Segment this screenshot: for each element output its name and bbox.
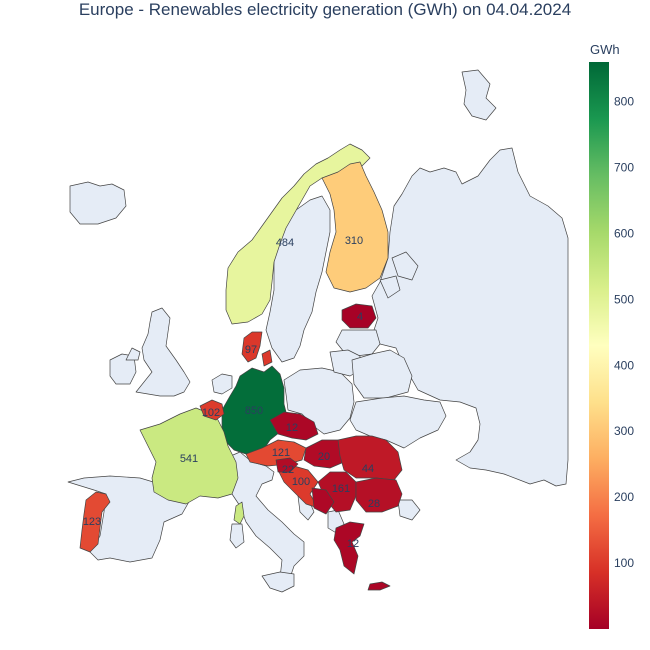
country-ee [341, 303, 377, 329]
country-fr [139, 407, 239, 505]
value-label-ro: 44 [362, 463, 374, 475]
country-gr [333, 521, 365, 575]
country-no-data [379, 275, 401, 299]
value-label-cz: 12 [286, 422, 298, 434]
country-cy [367, 581, 391, 591]
colorbar-tick-label: 800 [614, 95, 634, 109]
value-label-bg: 28 [368, 498, 380, 510]
country-no-data [135, 307, 191, 397]
country-no-data [225, 451, 305, 579]
country-no-data [229, 523, 245, 549]
value-label-ee: 4 [357, 311, 363, 323]
country-no-data [349, 395, 447, 449]
value-label-gr: 12 [347, 538, 359, 550]
country-pt [79, 491, 111, 553]
colorbar: GWh 100 200 300 400 500 600 700 800 [589, 42, 634, 629]
country-no-data [261, 571, 295, 593]
country-ro [337, 435, 403, 481]
value-labels: 484 310 850 541 123 102 97 121 100 12 20 44 161 28 12 2… [83, 235, 380, 550]
colorbar-tick-label: 100 [614, 556, 634, 570]
country-no-data [283, 367, 355, 435]
colorbar-tick-label: 200 [614, 490, 634, 504]
map-title: Europe - Renewables electricity generati… [78, 0, 572, 19]
data-countries [79, 143, 403, 591]
value-label-fr: 541 [180, 453, 198, 465]
value-label-no: 484 [276, 237, 294, 249]
country-be [199, 399, 225, 421]
value-label-pt: 123 [83, 516, 101, 528]
country-bg [355, 477, 403, 513]
colorbar-ticks: 100 200 300 400 500 600 700 800 [614, 95, 634, 571]
colorbar-tick-label: 700 [614, 160, 634, 174]
country-no-data [125, 347, 141, 361]
country-fi [321, 161, 389, 293]
country-dk [241, 331, 273, 367]
value-label-hr: 100 [292, 476, 310, 488]
country-si [275, 457, 299, 473]
country-cz [269, 411, 319, 441]
country-no-data [109, 353, 137, 385]
country-no-data [391, 251, 419, 281]
colorbar-tick-label: 400 [614, 358, 634, 372]
country-no-data [397, 499, 421, 521]
value-label-dk: 97 [245, 344, 257, 356]
value-label-be: 102 [202, 407, 220, 419]
value-label-hu: 20 [318, 451, 330, 463]
value-label-fi: 310 [345, 235, 363, 247]
country-it_sardinia [233, 501, 245, 525]
country-no-data [351, 349, 413, 399]
country-ba [311, 487, 335, 515]
colorbar-gradient [589, 62, 609, 629]
country-no-data [461, 69, 497, 121]
value-label-de: 850 [245, 405, 263, 417]
colorbar-tick-label: 600 [614, 226, 634, 240]
value-label-rs: 161 [332, 483, 350, 495]
colorbar-tick-label: 300 [614, 424, 634, 438]
colorbar-title: GWh [590, 42, 620, 57]
country-no-data [69, 181, 127, 225]
no-data-countries [67, 69, 569, 593]
value-label-at: 121 [272, 447, 290, 459]
colorbar-tick-label: 500 [614, 292, 634, 306]
country-no-data [211, 373, 233, 395]
value-label-si: 22 [282, 464, 294, 476]
